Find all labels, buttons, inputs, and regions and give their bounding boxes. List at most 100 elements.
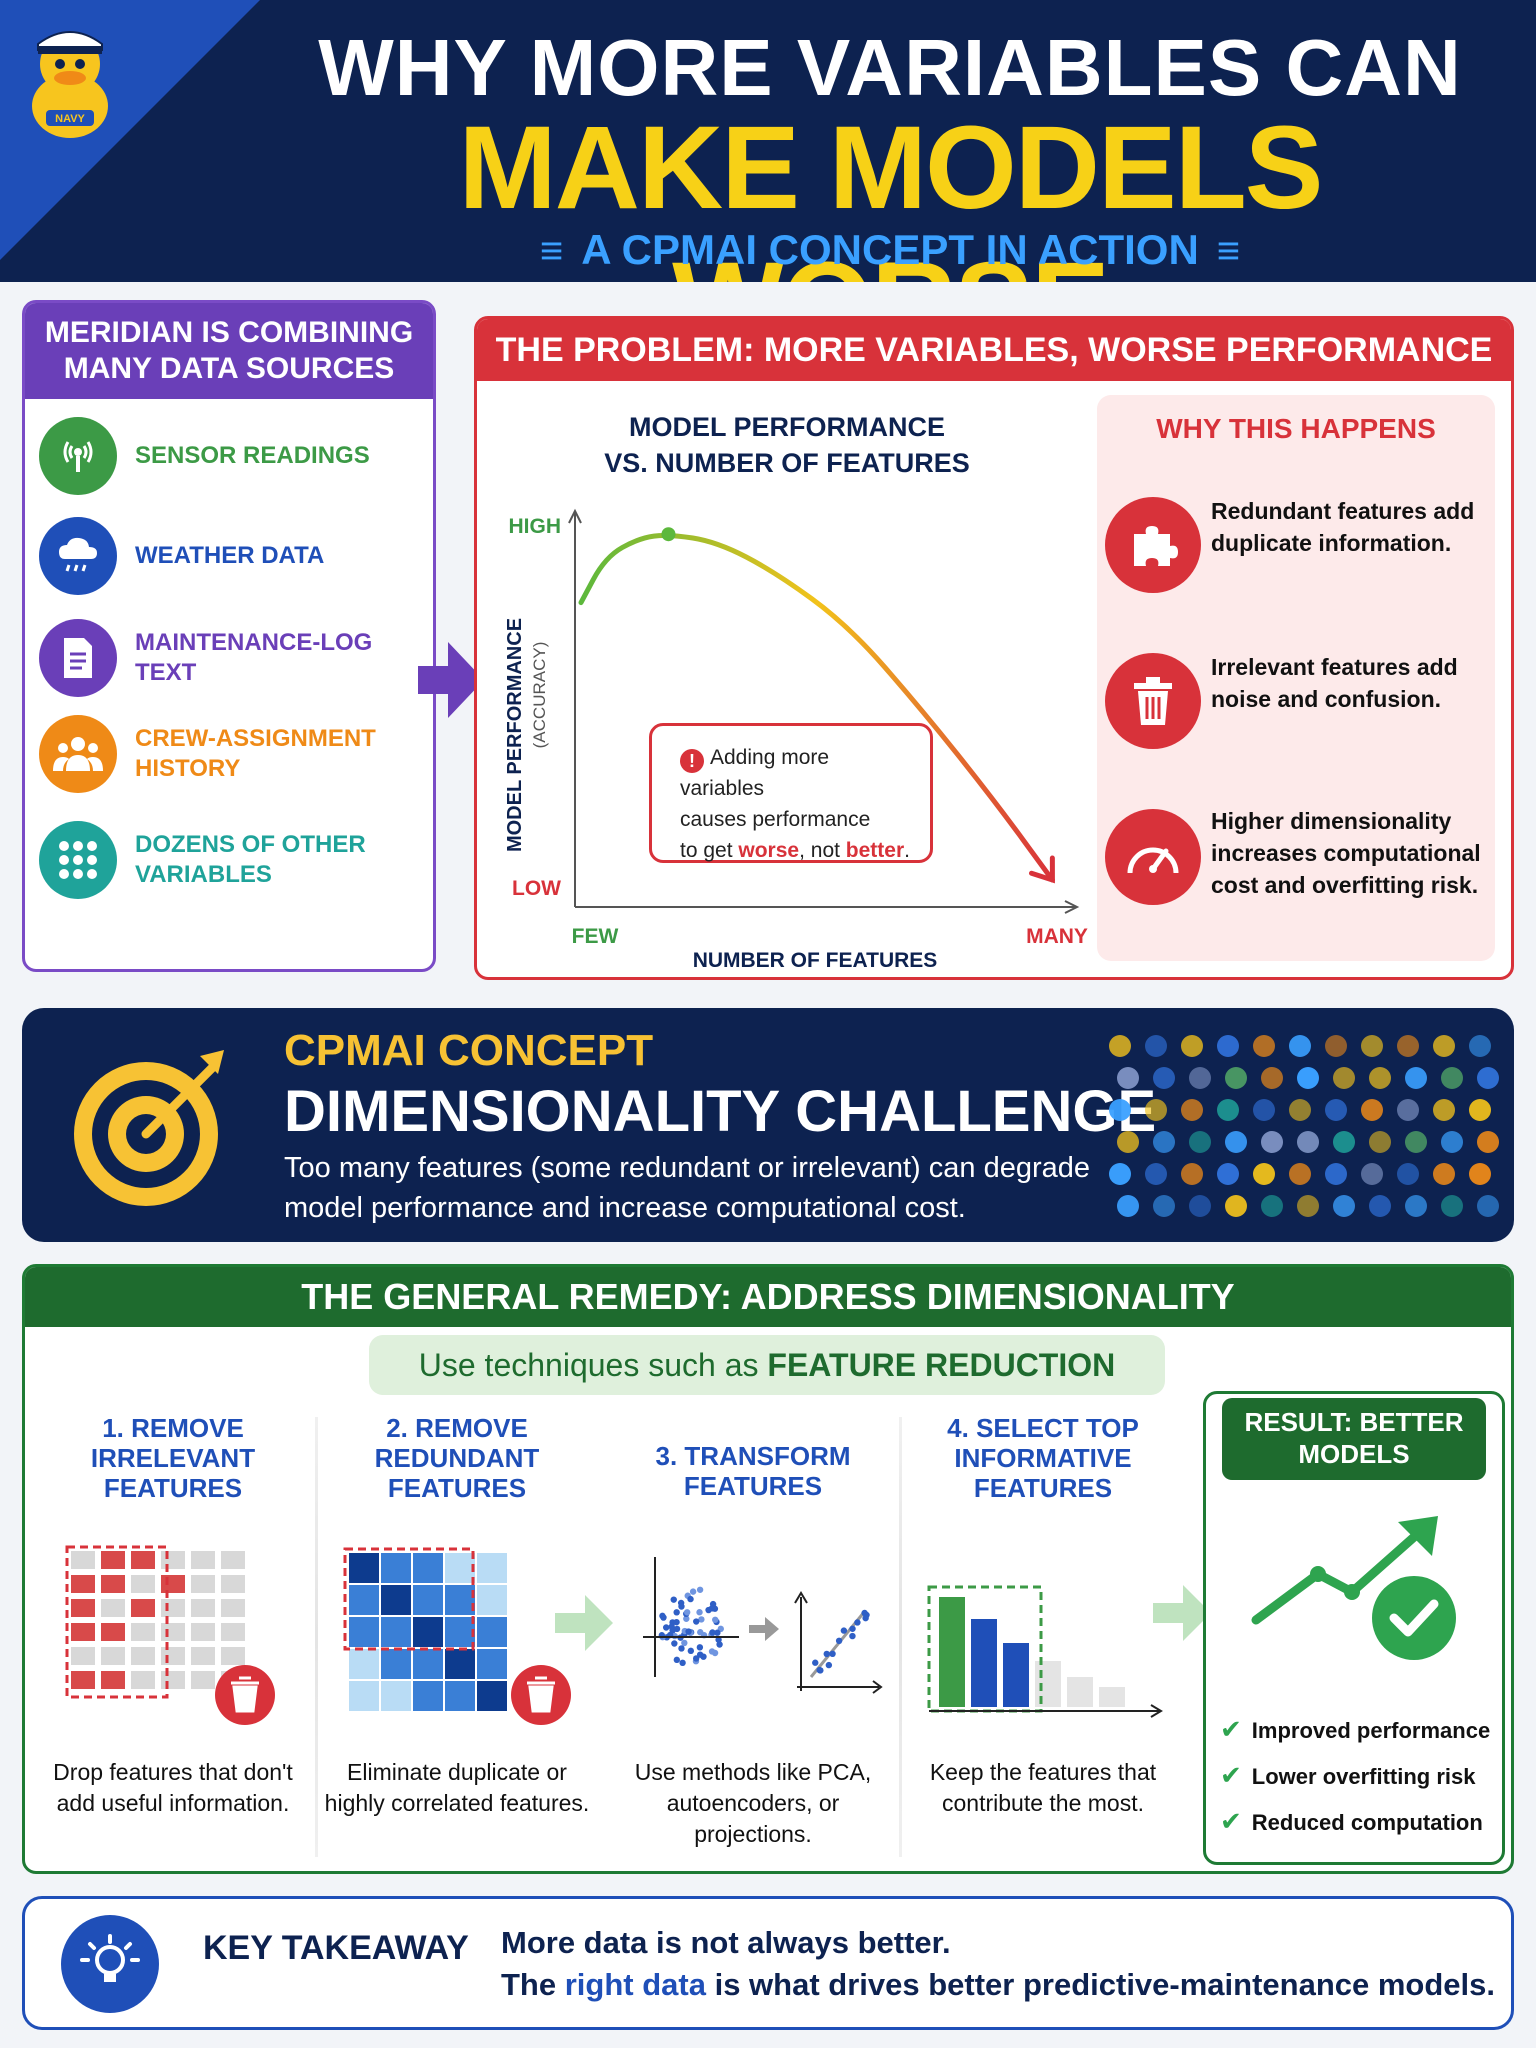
data-dot [1189,1131,1211,1153]
scatter-point [678,1603,685,1610]
grid-cell [71,1551,95,1569]
step-desc: Use methods like PCA, autoencoders, or p… [634,1759,872,1847]
scatter-point [692,1655,700,1662]
matrix-cell [477,1553,507,1583]
projected-point [825,1661,833,1669]
data-dot [1433,1163,1455,1185]
scatter-point [673,1656,681,1664]
source-label: DOZENS OF OTHER VARIABLES [135,831,366,888]
grid-cell [101,1575,125,1593]
data-dot [1153,1195,1175,1217]
data-dot [1369,1067,1391,1089]
lightbulb-icon [61,1915,159,2013]
projected-point [840,1627,848,1634]
data-dot [1181,1099,1203,1121]
matrix-cell [445,1617,475,1647]
data-dot [1289,1035,1311,1057]
matrix-cell [413,1553,443,1583]
check-icon: ✔ [1220,1806,1242,1836]
grid-cell [221,1575,245,1593]
sources-title-line-1: MERIDIAN IS COMBINING [44,316,414,349]
data-dot [1117,1067,1139,1089]
data-dot [1289,1099,1311,1121]
data-dots-icon [1109,1035,1499,1217]
data-dot [1181,1163,1203,1185]
remedy-subtitle: Use techniques such as FEATURE REDUCTION [369,1335,1165,1395]
data-dot [1477,1195,1499,1217]
data-dot [1397,1163,1419,1185]
step-title: 2. REMOVE REDUNDANT FEATURES [374,1413,540,1503]
data-dot [1225,1067,1247,1089]
result-item: ✔ Reduced computation [1220,1806,1502,1837]
result-item: ✔ Improved performance [1220,1714,1502,1745]
matrix-cell [381,1649,411,1679]
title-line-1: WHY MORE VARIABLES CAN [318,23,1462,112]
why-text-irrelevant: Irrelevant features add noise and confus… [1211,654,1458,712]
matrix-cell [381,1585,411,1615]
scatter-point [659,1612,666,1620]
data-dot [1469,1099,1491,1121]
step-desc: Keep the features that contribute the mo… [929,1759,1157,1816]
performance-chart: HIGH LOW FEW MANY NUMBER OF FEATURES MOD… [504,508,1088,972]
callout-line-3: to get worse, not better. [680,835,916,866]
result-box: RESULT: BETTER MODELS ✔ Improved performa… [1203,1391,1505,1865]
scatter-point [685,1628,692,1635]
scatter-point [673,1609,680,1616]
matrix-cell [381,1617,411,1647]
concept-description: Too many features (some redundant or irr… [284,1148,1124,1228]
chart-title-line-2: VS. NUMBER OF FEATURES [604,448,970,478]
result-title-line-2: MODELS [1298,1439,1410,1469]
data-dot [1433,1035,1455,1057]
matrix-cell [445,1553,475,1583]
header-banner: NAVY WHY MORE VARIABLES CAN MAKE MODELS … [0,0,1536,282]
data-dot [1145,1099,1167,1121]
y-tick-low: LOW [512,877,561,900]
source-label: MAINTENANCE-LOG TEXT [135,629,373,686]
data-dot [1117,1131,1139,1153]
result-item-text: Lower overfitting risk [1251,1764,1476,1789]
grid-cell [221,1623,245,1641]
document-icon [39,619,117,697]
step-remove-redundant: 2. REMOVE REDUNDANT FEATURES Eliminate d… [323,1407,591,1869]
matrix-cell [349,1553,379,1583]
scatter-point [696,1644,704,1651]
data-dot [1369,1131,1391,1153]
grid-cell [161,1599,185,1617]
data-dot [1405,1195,1427,1217]
data-dot [1333,1195,1355,1217]
feature-importance-icon [927,1585,1163,1718]
grid-cell [191,1671,215,1689]
grid-cell [131,1671,155,1689]
scatter-point [673,1618,680,1626]
data-dot [1477,1131,1499,1153]
data-dot [1297,1131,1319,1153]
callout-better: better [845,839,905,862]
grid-cell [221,1599,245,1617]
concept-label: CPMAI CONCEPT [284,1026,654,1075]
data-dot [1441,1131,1463,1153]
x-tick-few: FEW [572,925,619,948]
mascot-badge: NAVY [55,113,85,125]
scatter-point [696,1609,703,1616]
grid-cell [161,1623,185,1641]
scatter-point [679,1659,686,1667]
matrix-cell [381,1681,411,1711]
scatter-point [712,1616,719,1623]
callout-line-2: causes performance [680,808,871,831]
data-dot [1109,1163,1131,1185]
scatter-point [678,1645,685,1652]
step-desc: Eliminate duplicate or highly correlated… [324,1759,590,1816]
projected-point [849,1625,856,1632]
step-title: 3. TRANSFORM FEATURES [655,1441,851,1501]
grid-cell [221,1647,245,1665]
remedy-panel: THE GENERAL REMEDY: ADDRESS DIMENSIONALI… [22,1264,1514,1874]
grid-cell [131,1551,155,1569]
matrix-cell [445,1649,475,1679]
source-label: SENSOR READINGS [135,442,370,469]
irrelevant-grid-icon [65,1545,275,1725]
x-axis-label: NUMBER OF FEATURES [693,949,938,972]
data-dot [1261,1131,1283,1153]
grid-cell [71,1647,95,1665]
data-dot [1217,1035,1239,1057]
data-dot [1433,1099,1455,1121]
